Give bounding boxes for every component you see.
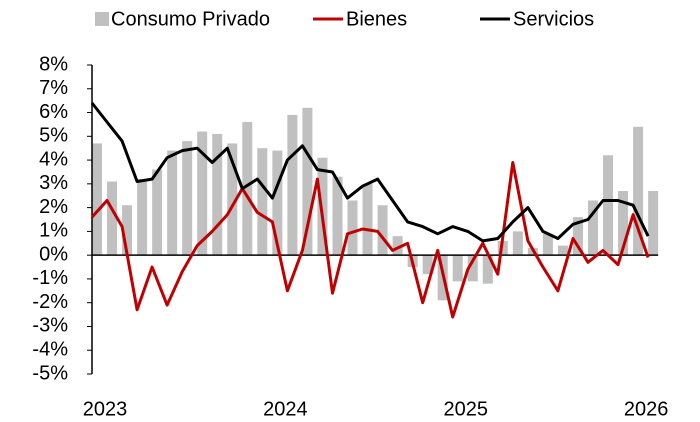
y-tick-label: -4% xyxy=(32,339,68,361)
bar xyxy=(422,255,433,275)
bar xyxy=(618,190,629,256)
bar xyxy=(332,176,343,256)
bar xyxy=(587,200,598,256)
bar xyxy=(272,150,283,256)
y-tick-label: 0% xyxy=(39,243,68,265)
y-tick-label: 7% xyxy=(39,77,68,99)
y-tick-label: -3% xyxy=(32,315,68,337)
y-tick-label: 3% xyxy=(39,172,68,194)
bar xyxy=(603,155,614,256)
bar xyxy=(167,150,178,256)
bar xyxy=(648,190,659,256)
y-tick-label: 2% xyxy=(39,196,68,218)
y-tick-label: 8% xyxy=(39,53,68,75)
bar xyxy=(347,200,358,256)
bar xyxy=(467,255,478,282)
x-tick-label: 2026 xyxy=(624,398,669,420)
bar xyxy=(227,143,238,256)
bar xyxy=(377,205,388,256)
bar xyxy=(302,107,313,256)
bar xyxy=(392,236,403,256)
y-tick-label: -2% xyxy=(32,291,68,313)
y-tick-label: 4% xyxy=(39,148,68,170)
bar xyxy=(287,114,298,256)
x-tick-label: 2023 xyxy=(83,398,128,420)
bar xyxy=(542,233,553,256)
x-tick-label: 2025 xyxy=(443,398,488,420)
y-tick-label: -1% xyxy=(32,267,68,289)
bar xyxy=(482,255,493,284)
line-series xyxy=(90,161,650,319)
y-tick-label: 6% xyxy=(39,101,68,123)
bar xyxy=(137,179,148,256)
y-tick-label: -5% xyxy=(32,362,68,384)
bar xyxy=(572,217,583,256)
legend-swatch xyxy=(95,12,109,26)
bar xyxy=(452,255,463,282)
legend-label: Consumo Privado xyxy=(111,8,270,30)
x-tick-label: 2024 xyxy=(263,398,308,420)
bar xyxy=(122,205,133,256)
bar xyxy=(557,245,568,256)
bar xyxy=(362,183,373,256)
y-tick-label: 1% xyxy=(39,220,68,242)
bar xyxy=(242,122,253,256)
bar xyxy=(257,148,268,256)
line-series xyxy=(90,102,650,243)
bar xyxy=(182,141,193,256)
bar xyxy=(633,126,644,256)
bar xyxy=(212,133,223,256)
legend-label: Servicios xyxy=(513,8,594,30)
bar xyxy=(197,131,208,256)
bar xyxy=(107,181,118,256)
y-tick-label: 5% xyxy=(39,125,68,147)
legend-label: Bienes xyxy=(346,8,407,30)
bar xyxy=(512,231,523,256)
bar xyxy=(92,143,102,256)
bar xyxy=(152,169,163,256)
